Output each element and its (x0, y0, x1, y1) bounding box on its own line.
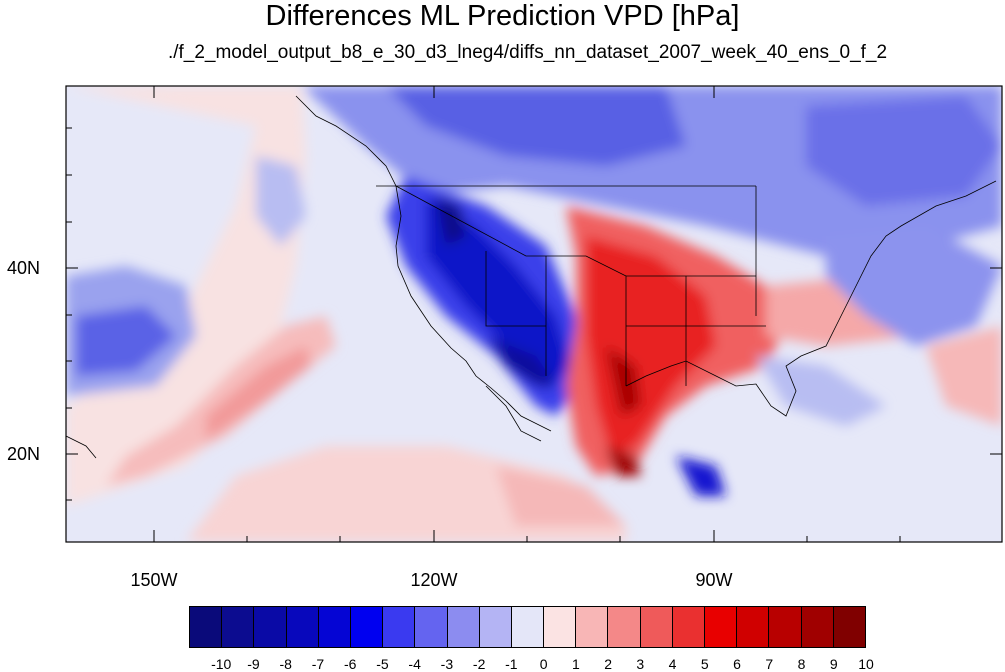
anomaly-field (66, 86, 1002, 542)
colorbar-label: -1 (505, 656, 518, 672)
colorbar-swatch (640, 607, 673, 647)
colorbar-label: 9 (829, 656, 838, 672)
colorbar-swatch (801, 607, 834, 647)
colorbar-label: -8 (279, 656, 292, 672)
lon-label-90w: 90W (695, 570, 733, 590)
map-subtitle: ./f_2_model_output_b8_e_30_d3_lneg4/diff… (167, 42, 888, 63)
colorbar-label: -3 (440, 656, 454, 672)
colorbar-swatch (447, 607, 480, 647)
colorbar-swatch (705, 607, 738, 647)
colorbar-label: 8 (797, 656, 806, 672)
colorbar-swatch (737, 607, 770, 647)
colorbar-swatch (672, 607, 705, 647)
colorbar-label: -7 (311, 656, 325, 672)
colorbar-label: 1 (571, 656, 580, 672)
coastlines (66, 95, 997, 459)
map-title: Differences ML Prediction VPD [hPa] (265, 0, 740, 32)
colorbar-swatch (544, 607, 577, 647)
colorbar-label: -4 (408, 656, 421, 672)
colorbar-swatch (608, 607, 641, 647)
colorbar-label: 5 (700, 656, 709, 672)
colorbar-swatch (769, 607, 802, 647)
lat-label-40n: 40N (6, 258, 40, 278)
colorbar-swatch (511, 607, 545, 647)
vpd-difference-map (66, 86, 1002, 542)
colorbar-swatch (286, 607, 319, 647)
colorbar-swatch (479, 607, 512, 647)
colorbar-label: -6 (343, 656, 357, 672)
colorbar (189, 606, 866, 648)
colorbar-swatch (318, 607, 351, 647)
colorbar-label: -9 (247, 656, 260, 672)
colorbar-label: 2 (604, 656, 612, 672)
colorbar-label: 3 (636, 656, 645, 672)
colorbar-swatch (833, 607, 865, 647)
lat-label-20n: 20N (6, 444, 40, 464)
lon-label-120w: 120W (410, 570, 458, 590)
colorbar-label: 6 (733, 656, 741, 672)
colorbar-swatch (383, 607, 416, 647)
colorbar-swatch (576, 607, 609, 647)
colorbar-label: -5 (376, 656, 389, 672)
colorbar-swatch (415, 607, 448, 647)
colorbar-swatch (350, 607, 384, 647)
colorbar-label: -10 (211, 656, 232, 672)
colorbar-label: 10 (858, 656, 874, 672)
colorbar-label: 0 (539, 656, 548, 672)
colorbar-swatch (190, 607, 223, 647)
colorbar-label: 4 (668, 656, 677, 672)
colorbar-label: -2 (472, 656, 486, 672)
colorbar-label: 7 (765, 656, 774, 672)
colorbar-swatch (254, 607, 287, 647)
lon-label-150w: 150W (130, 570, 178, 590)
colorbar-swatch (222, 607, 255, 647)
